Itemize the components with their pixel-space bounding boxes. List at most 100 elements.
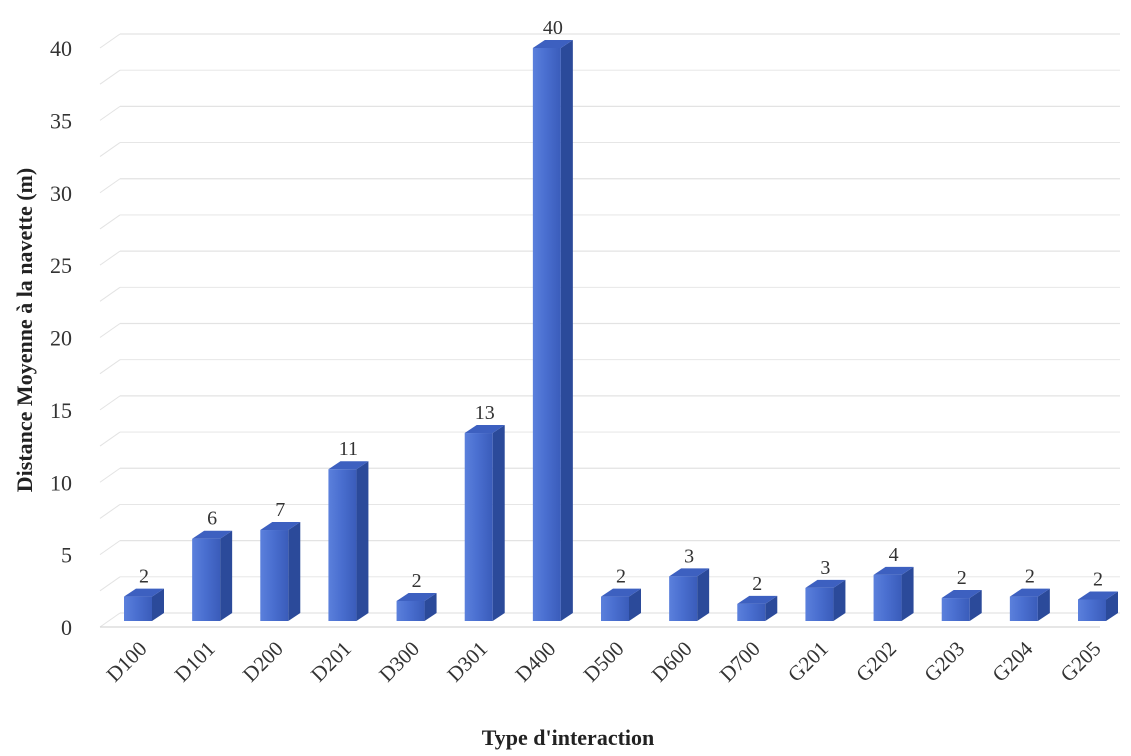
bar-side (629, 588, 641, 621)
bar (396, 592, 437, 621)
bar (873, 566, 914, 621)
bar (124, 588, 164, 621)
bar-side (560, 40, 573, 621)
gridlines (99, 33, 1120, 628)
bar-top (396, 592, 437, 601)
bar-front (532, 48, 561, 621)
grid-diagonal (99, 105, 121, 121)
bar-top (601, 588, 641, 597)
x-tick-label: D201 (306, 637, 356, 687)
bar-front (464, 433, 493, 621)
bar (669, 568, 710, 621)
bar (464, 425, 505, 621)
bar-front (737, 603, 766, 621)
grid-diagonal (99, 33, 121, 49)
bar-top (260, 522, 301, 531)
bar-side (424, 592, 437, 621)
data-label: 2 (412, 570, 422, 592)
x-tick-label: D200 (238, 637, 288, 687)
bar-top (737, 595, 778, 604)
grid-diagonal (99, 214, 121, 230)
bar-side (152, 588, 164, 621)
bar-top (941, 590, 982, 599)
bar-front (805, 587, 834, 621)
grid-diagonal (99, 142, 121, 157)
y-tick-label: 0 (61, 615, 72, 640)
x-tick-label: G201 (783, 637, 833, 687)
x-axis-ticks: D100 D101 D200 D201 D300 D301 D400 D500 D600 D700… (102, 636, 1106, 686)
y-axis-title: Distance Moyenne à la navette (m) (12, 168, 37, 492)
grid-diagonal (99, 250, 121, 266)
data-label: 3 (820, 557, 830, 579)
bar-top (1009, 588, 1050, 597)
bar-side (697, 568, 710, 621)
data-label: 3 (684, 545, 694, 567)
bar-front (669, 576, 698, 621)
bar-front (1078, 599, 1106, 621)
grid-diagonal (99, 431, 121, 447)
bar-top (124, 588, 164, 597)
x-axis-title: Type d'interaction (482, 725, 655, 750)
bar-side (1037, 588, 1050, 621)
x-tick-label: D500 (579, 637, 629, 687)
bar-front (124, 596, 152, 621)
bar (737, 595, 778, 621)
bar-side (288, 522, 301, 621)
bars (124, 40, 1118, 621)
x-tick-label: D101 (170, 637, 220, 687)
bar-top (1078, 591, 1118, 600)
bar (328, 461, 369, 621)
grid-diagonal (99, 504, 121, 519)
data-label: 2 (752, 573, 762, 595)
y-tick-label: 35 (50, 108, 72, 133)
data-label: 7 (275, 499, 285, 521)
bar-top (464, 425, 505, 434)
bar (941, 590, 982, 621)
x-tick-label: D600 (647, 637, 697, 687)
bar-side (833, 579, 846, 621)
data-label: 11 (339, 438, 358, 460)
grid-diagonal (99, 612, 121, 628)
bar-front (328, 469, 357, 621)
bar (1009, 588, 1050, 621)
data-label: 2 (1093, 568, 1103, 590)
bar-front (601, 596, 629, 621)
grid-diagonal (99, 69, 121, 85)
x-tick-label: G205 (1056, 637, 1106, 687)
bar-side (1106, 591, 1118, 621)
bar-front (260, 530, 289, 621)
data-label: 13 (475, 402, 495, 424)
y-tick-label: 5 (61, 543, 72, 568)
grid-diagonal (99, 467, 121, 483)
y-tick-label: 15 (50, 398, 72, 423)
bar (805, 579, 846, 621)
data-label: 40 (543, 17, 563, 39)
y-tick-label: 25 (50, 253, 72, 278)
bar-top (805, 579, 846, 588)
data-label: 2 (139, 566, 149, 588)
x-tick-label: G202 (851, 637, 901, 687)
bar-front (192, 538, 221, 621)
y-axis-ticks: 0 5 10 15 20 25 30 35 40 (50, 36, 72, 640)
grid-diagonal (99, 359, 121, 375)
data-label: 6 (207, 508, 217, 530)
x-tick-label: D100 (102, 637, 152, 687)
bar (260, 522, 301, 621)
y-tick-label: 40 (50, 36, 72, 61)
grid-diagonal (99, 395, 121, 411)
bar (1078, 591, 1118, 621)
bar (601, 588, 641, 621)
bar-side (969, 590, 982, 621)
data-labels: 2 6 7 11 2 13 40 2 3 2 3 4 2 2 2 (139, 17, 1103, 595)
x-tick-label: D400 (510, 637, 560, 687)
x-tick-label: G204 (987, 636, 1037, 686)
bar-top (328, 461, 369, 470)
bar-side (492, 425, 505, 621)
bar-front (941, 598, 970, 621)
bar-top (532, 40, 573, 48)
y-tick-label: 10 (50, 470, 72, 495)
y-tick-label: 20 (50, 326, 72, 351)
grid-diagonal (99, 286, 121, 302)
bar-front (1009, 596, 1038, 621)
